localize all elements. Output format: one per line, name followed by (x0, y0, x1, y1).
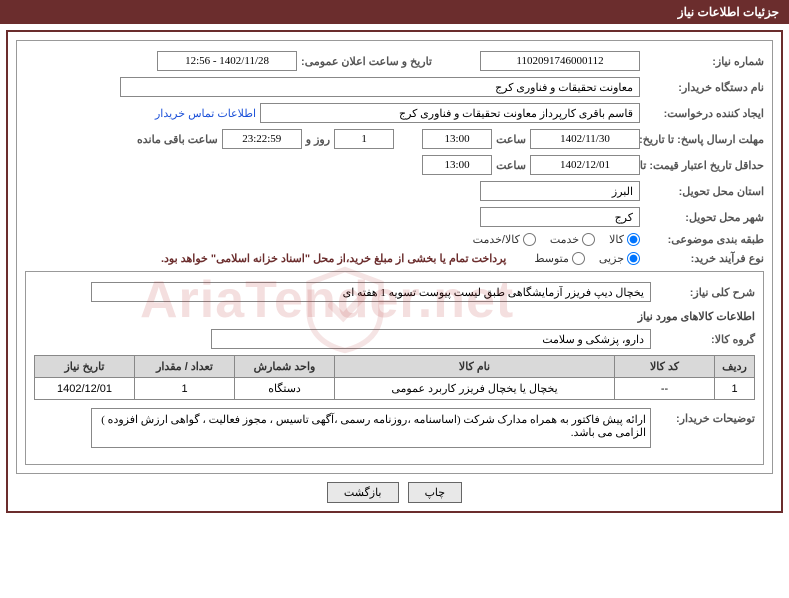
process-partial-option[interactable]: جزیی (599, 252, 640, 265)
deadline-date-field[interactable] (530, 129, 640, 149)
city-label: شهر محل تحویل: (644, 211, 764, 224)
goods-fieldset: شرح کلی نیاز: اطلاعات کالاهای مورد نیاز … (25, 271, 764, 465)
buyer-notes-field[interactable] (91, 408, 651, 448)
print-button[interactable]: چاپ (408, 482, 463, 503)
days-field[interactable] (334, 129, 394, 149)
remaining-label: ساعت باقی مانده (137, 133, 218, 146)
category-label: طبقه بندی موضوعی: (644, 233, 764, 246)
category-both-radio[interactable] (523, 233, 536, 246)
deadline-time-field[interactable] (422, 129, 492, 149)
city-field[interactable] (480, 207, 640, 227)
category-radio-group: کالا خدمت کالا/خدمت (473, 233, 640, 246)
th-qty: تعداد / مقدار (135, 356, 235, 378)
category-goods-text: کالا (609, 233, 624, 246)
description-field[interactable] (91, 282, 651, 302)
buyer-org-label: نام دستگاه خریدار: (644, 81, 764, 94)
cell-date: 1402/12/01 (35, 378, 135, 400)
group-label: گروه کالا: (655, 333, 755, 346)
category-service-radio[interactable] (582, 233, 595, 246)
goods-info-title: اطلاعات کالاهای مورد نیاز (34, 310, 755, 323)
th-row: ردیف (715, 356, 755, 378)
category-both-text: کالا/خدمت (473, 233, 520, 246)
table-row: 1 -- یخچال یا یخچال فریزر کاربرد عمومی د… (35, 378, 755, 400)
payment-note: پرداخت تمام یا بخشی از مبلغ خرید،از محل … (161, 252, 506, 265)
th-date: تاریخ نیاز (35, 356, 135, 378)
group-field[interactable] (211, 329, 651, 349)
cell-name: یخچال یا یخچال فریزر کاربرد عمومی (335, 378, 615, 400)
announce-label: تاریخ و ساعت اعلان عمومی: (301, 55, 432, 68)
process-partial-radio[interactable] (627, 252, 640, 265)
process-label: نوع فرآیند خرید: (644, 252, 764, 265)
action-buttons: چاپ بازگشت (16, 482, 773, 503)
days-label: روز و (306, 133, 330, 146)
category-both-option[interactable]: کالا/خدمت (473, 233, 536, 246)
validity-label: حداقل تاریخ اعتبار قیمت: تا تاریخ: (644, 159, 764, 172)
process-partial-text: جزیی (599, 252, 624, 265)
th-name: نام کالا (335, 356, 615, 378)
requester-label: ایجاد کننده درخواست: (644, 107, 764, 120)
details-fieldset: شماره نیاز: تاریخ و ساعت اعلان عمومی: نا… (16, 40, 773, 474)
cell-code: -- (615, 378, 715, 400)
back-button[interactable]: بازگشت (327, 482, 399, 503)
process-medium-option[interactable]: متوسط (534, 252, 585, 265)
cell-idx: 1 (715, 378, 755, 400)
validity-time-field[interactable] (422, 155, 492, 175)
validity-date-field[interactable] (530, 155, 640, 175)
need-number-label: شماره نیاز: (644, 55, 764, 68)
need-number-field[interactable] (480, 51, 640, 71)
category-service-option[interactable]: خدمت (550, 233, 595, 246)
main-panel: شماره نیاز: تاریخ و ساعت اعلان عمومی: نا… (6, 30, 783, 513)
buyer-org-field[interactable] (120, 77, 640, 97)
cell-qty: 1 (135, 378, 235, 400)
requester-field[interactable] (260, 103, 640, 123)
table-header-row: ردیف کد کالا نام کالا واحد شمارش تعداد /… (35, 356, 755, 378)
buyer-contact-link[interactable]: اطلاعات تماس خریدار (155, 107, 256, 120)
process-radio-group: جزیی متوسط (534, 252, 640, 265)
buyer-notes-label: توضیحات خریدار: (655, 408, 755, 425)
process-medium-text: متوسط (534, 252, 569, 265)
category-goods-radio[interactable] (627, 233, 640, 246)
province-field[interactable] (480, 181, 640, 201)
cell-unit: دستگاه (235, 378, 335, 400)
countdown-field[interactable] (222, 129, 302, 149)
category-service-text: خدمت (550, 233, 579, 246)
deadline-label: مهلت ارسال پاسخ: تا تاریخ: (644, 133, 764, 146)
category-goods-option[interactable]: کالا (609, 233, 640, 246)
province-label: استان محل تحویل: (644, 185, 764, 198)
description-label: شرح کلی نیاز: (655, 286, 755, 299)
th-unit: واحد شمارش (235, 356, 335, 378)
th-code: کد کالا (615, 356, 715, 378)
page-header: جزئیات اطلاعات نیاز (0, 0, 789, 24)
announce-field[interactable] (157, 51, 297, 71)
goods-table: ردیف کد کالا نام کالا واحد شمارش تعداد /… (34, 355, 755, 400)
process-medium-radio[interactable] (572, 252, 585, 265)
page-title: جزئیات اطلاعات نیاز (678, 5, 779, 19)
time-label-2: ساعت (496, 159, 526, 172)
time-label-1: ساعت (496, 133, 526, 146)
